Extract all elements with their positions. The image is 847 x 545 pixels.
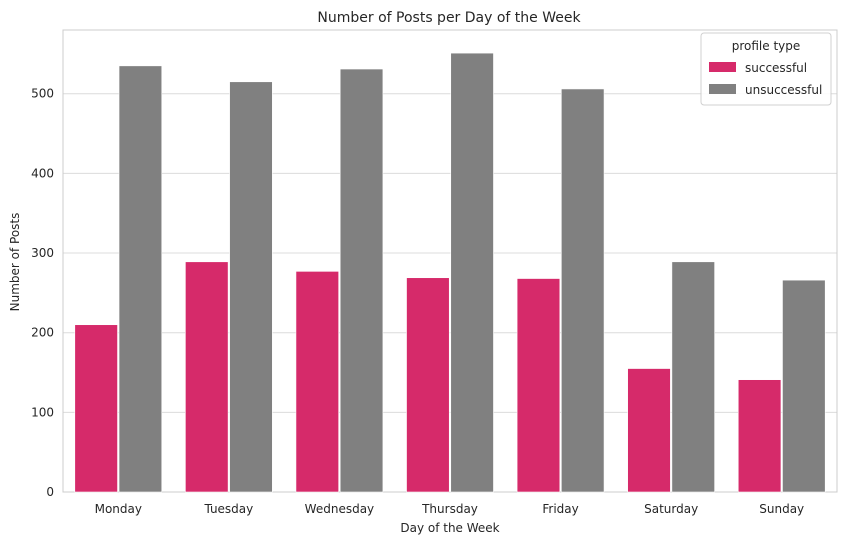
x-ticks: Monday Tuesday Wednesday Thursday Friday Satu… <box>95 502 805 516</box>
legend-label-successful: successful <box>745 61 807 75</box>
x-tick-label: Thursday <box>421 502 478 516</box>
y-tick-label: 400 <box>31 166 54 180</box>
bar-unsuccessful <box>229 81 273 493</box>
legend-label-unsuccessful: unsuccessful <box>745 83 822 97</box>
bar-successful <box>516 278 561 493</box>
bar-successful <box>627 368 671 493</box>
bar-successful <box>74 324 118 493</box>
x-tick-label: Friday <box>542 502 578 516</box>
bars <box>74 52 826 493</box>
bar-successful <box>295 271 339 493</box>
bar-unsuccessful <box>450 52 494 493</box>
y-tick-label: 200 <box>31 326 54 340</box>
x-tick-label: Sunday <box>759 502 804 516</box>
y-axis-label: Number of Posts <box>8 213 22 312</box>
bar-successful <box>406 277 450 493</box>
legend-title: profile type <box>732 39 801 53</box>
bar-unsuccessful <box>782 279 826 493</box>
y-tick-label: 100 <box>31 405 54 419</box>
x-tick-label: Saturday <box>644 502 698 516</box>
legend-swatch-successful <box>709 62 736 72</box>
y-ticks: 0 100 200 300 400 500 <box>31 87 54 499</box>
bar-unsuccessful <box>118 65 163 493</box>
bar-unsuccessful <box>671 261 715 493</box>
bar-successful <box>737 379 782 493</box>
x-tick-label: Tuesday <box>203 502 253 516</box>
y-tick-label: 500 <box>31 87 54 101</box>
bar-unsuccessful <box>561 88 605 493</box>
plot-frame <box>62 29 838 493</box>
y-tick-label: 0 <box>46 485 54 499</box>
bar-successful <box>185 261 229 493</box>
grid-lines <box>63 93 837 493</box>
bar-unsuccessful <box>339 68 384 493</box>
x-tick-label: Monday <box>95 502 142 516</box>
y-tick-label: 300 <box>31 246 54 260</box>
legend-swatch-unsuccessful <box>709 84 736 94</box>
x-axis-label: Day of the Week <box>400 521 499 535</box>
legend: profile type successful unsuccessful <box>700 32 832 106</box>
x-tick-label: Wednesday <box>305 502 374 516</box>
chart-title: Number of Posts per Day of the Week <box>317 10 581 26</box>
